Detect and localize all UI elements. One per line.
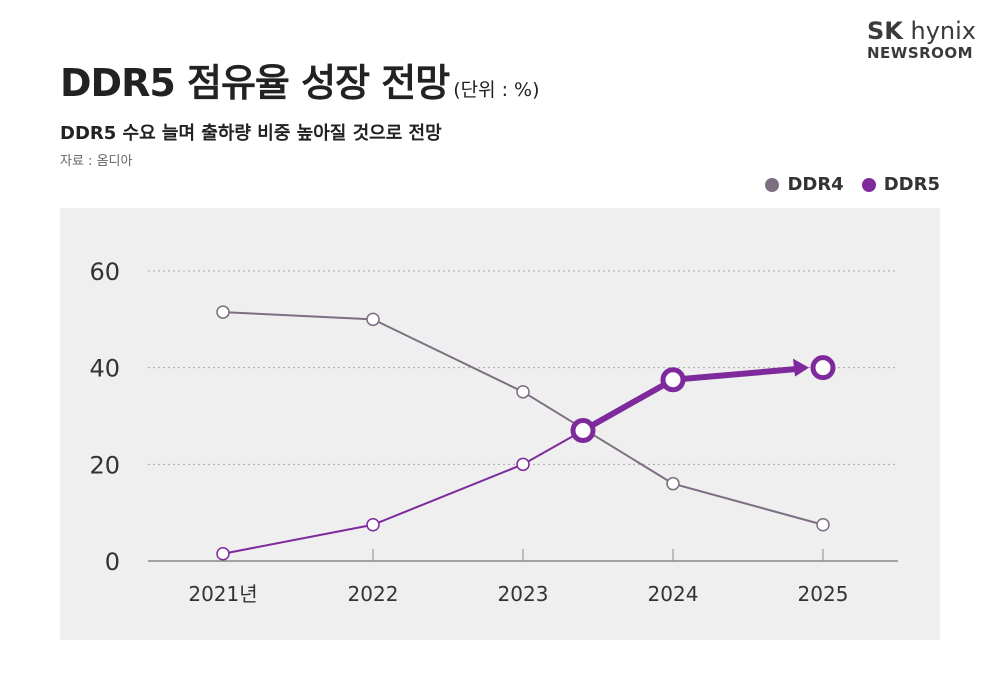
x-tick-label: 2022	[348, 582, 399, 606]
ddr5-point-highlight	[810, 355, 836, 381]
y-tick-label: 40	[89, 355, 120, 383]
ddr4-point	[816, 518, 830, 532]
ddr4-point	[366, 312, 380, 327]
legend-item-ddr4: DDR4	[765, 174, 844, 195]
chart-legend: DDR4 DDR5	[755, 174, 940, 195]
series-line-ddr4	[222, 311, 824, 526]
y-tick-label: 60	[89, 258, 120, 286]
x-tick-label: 2025	[798, 582, 849, 606]
ddr5-arrow-head	[793, 358, 809, 377]
ddr5-point	[366, 518, 380, 532]
x-tick-label: 2021년	[188, 582, 257, 606]
legend-item-ddr5: DDR5	[861, 174, 940, 195]
legend-dot-ddr4	[765, 177, 780, 192]
chart-subtitle: DDR5 수요 늘며 출하량 비중 높아질 것으로 전망	[60, 123, 442, 144]
title-row: DDR5 점유율 성장 전망 (단위 : %)	[60, 52, 540, 107]
series-line-ddr5-thick	[581, 365, 802, 434]
logo-brand-rest: hynix	[910, 17, 977, 45]
y-tick-label: 0	[105, 548, 120, 576]
ddr4-point	[216, 305, 230, 319]
ddr4-point	[516, 385, 530, 399]
y-tick-label: 20	[89, 451, 120, 479]
chart-panel: 0 20 40 60 2021년 2022 2023 2024 2025	[60, 208, 940, 640]
x-tick-label: 2023	[498, 582, 549, 606]
ddr4-point	[666, 476, 680, 491]
series-line-ddr5-thin	[222, 429, 584, 555]
ddr5-point	[516, 457, 530, 472]
ddr5-point	[216, 547, 230, 561]
logo-newsroom: NEWSROOM	[866, 44, 974, 62]
source-note: 자료 : 옴디아	[60, 154, 133, 169]
logo-brand: SK hynix	[867, 18, 976, 44]
legend-dot-ddr5	[861, 177, 876, 192]
chart-title: DDR5 점유율 성장 전망	[60, 61, 450, 105]
legend-label-ddr5: DDR5	[883, 174, 940, 195]
line-chart: 0 20 40 60 2021년 2022 2023 2024 2025	[89, 258, 898, 606]
sk-hynix-logo: SK hynix NEWSROOM	[867, 18, 976, 62]
crossover-point	[570, 418, 596, 443]
logo-brand-bold: SK	[866, 17, 903, 45]
ddr5-point-highlight	[660, 367, 686, 393]
unit-label: (단위 : %)	[453, 79, 540, 101]
x-tick-label: 2024	[648, 582, 699, 606]
legend-label-ddr4: DDR4	[787, 174, 844, 195]
